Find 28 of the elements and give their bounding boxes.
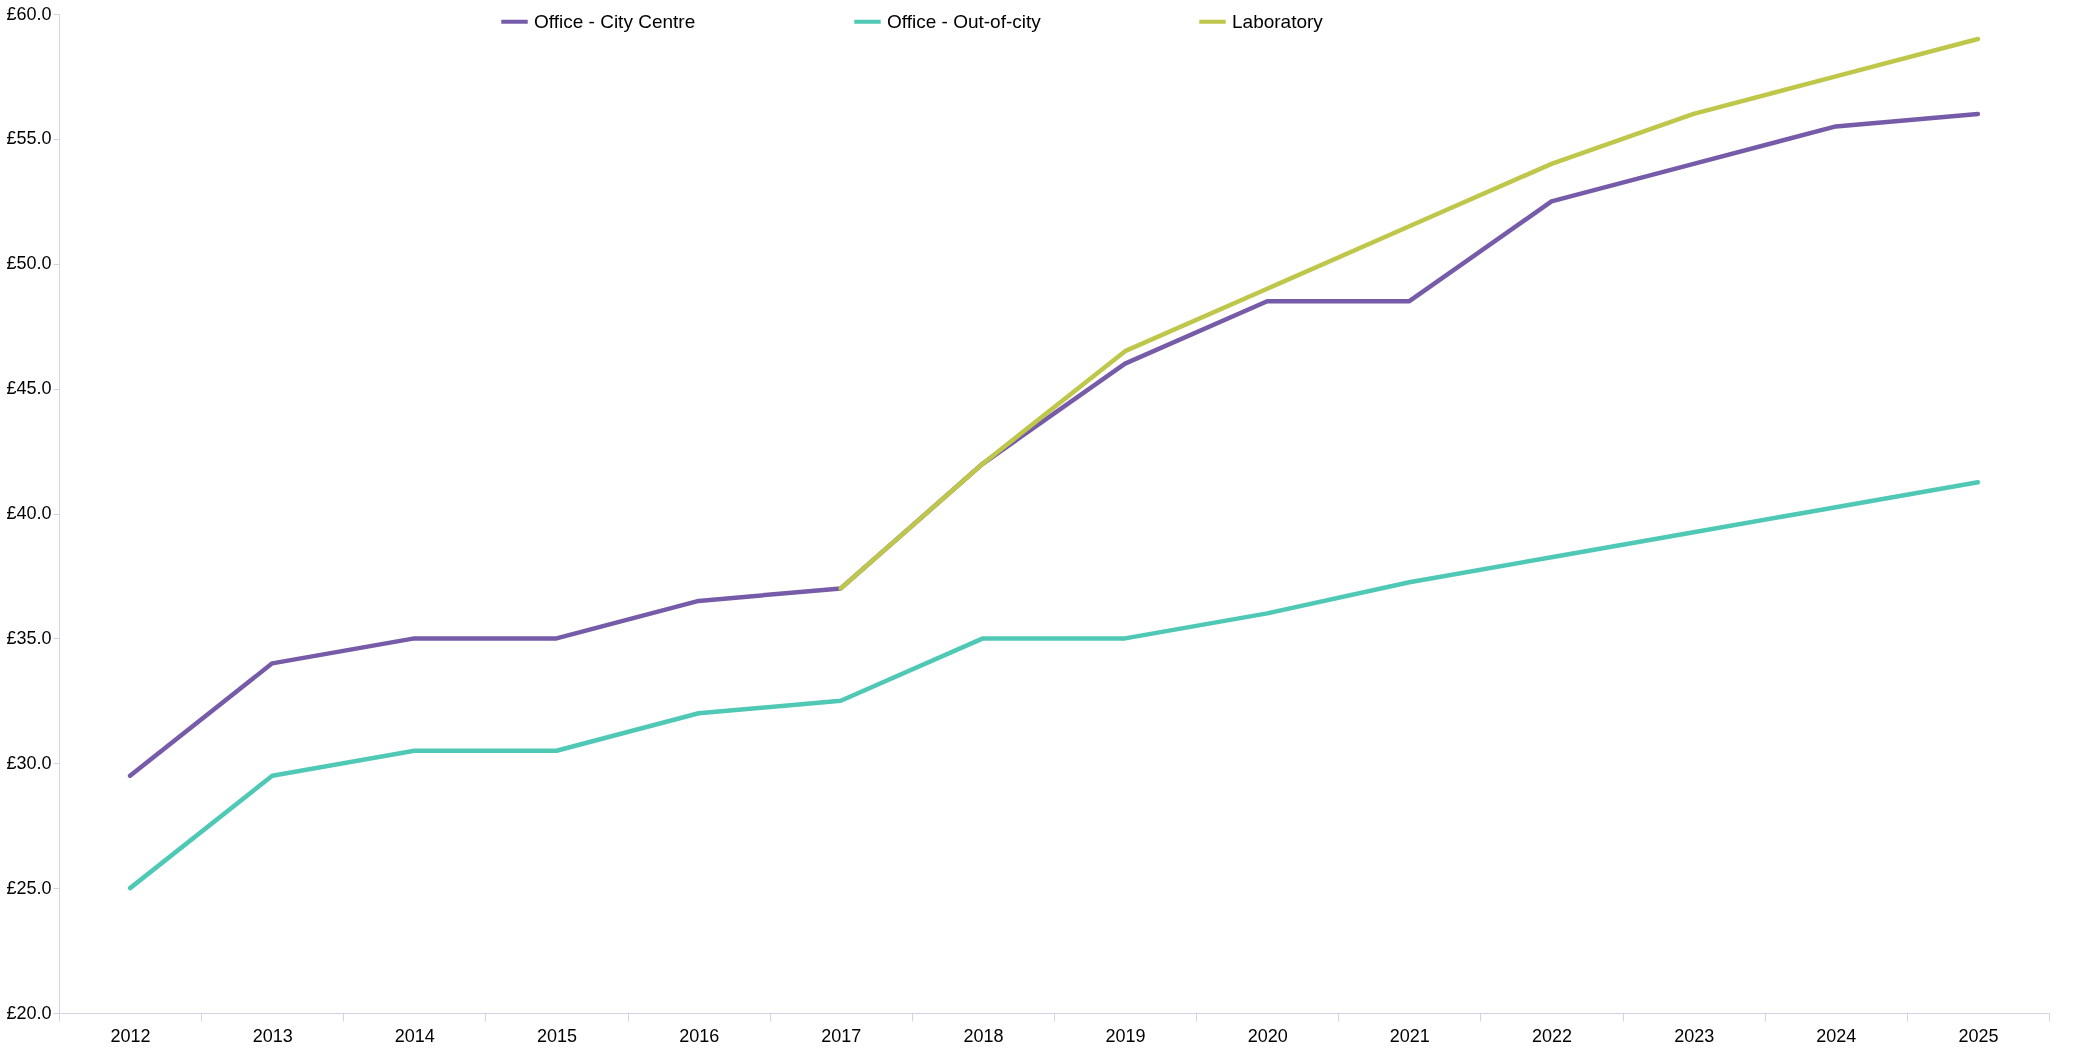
x-tick-label: 2020: [1247, 1025, 1288, 1046]
y-tick-label: £60.0: [6, 3, 52, 24]
x-tick-label: 2018: [963, 1025, 1004, 1046]
x-tick-label: 2015: [536, 1025, 578, 1046]
x-tick-label: 2021: [1389, 1025, 1430, 1046]
x-tick-label: 2012: [110, 1025, 151, 1046]
legend-label: Office - City Centre: [534, 10, 696, 32]
y-tick-label: £25.0: [6, 877, 52, 898]
x-tick-label: 2024: [1816, 1025, 1857, 1046]
y-tick-label: £35.0: [6, 627, 52, 648]
line-series: [127, 480, 1981, 891]
y-tick-label: £55.0: [6, 128, 52, 149]
y-tick-label: £50.0: [6, 253, 52, 274]
y-tick-label: £30.0: [6, 752, 52, 773]
x-tick-label: 2023: [1674, 1025, 1715, 1046]
line-series: [838, 36, 1981, 591]
y-tick-label: £20.0: [6, 1002, 52, 1023]
x-tick-label: 2019: [1105, 1025, 1146, 1046]
x-tick-label: 2017: [821, 1025, 862, 1046]
legend-label: Laboratory: [1232, 10, 1324, 32]
x-tick-label: 2014: [394, 1025, 435, 1046]
x-tick-label: 2025: [1958, 1025, 1999, 1046]
x-tick-label: 2013: [252, 1025, 293, 1046]
x-tick-label: 2022: [1531, 1025, 1573, 1046]
y-tick-label: £45.0: [6, 378, 52, 399]
x-tick-label: 2016: [679, 1025, 720, 1046]
y-tick-label: £40.0: [6, 503, 52, 523]
legend-label: Office - Out-of-city: [887, 10, 1042, 32]
